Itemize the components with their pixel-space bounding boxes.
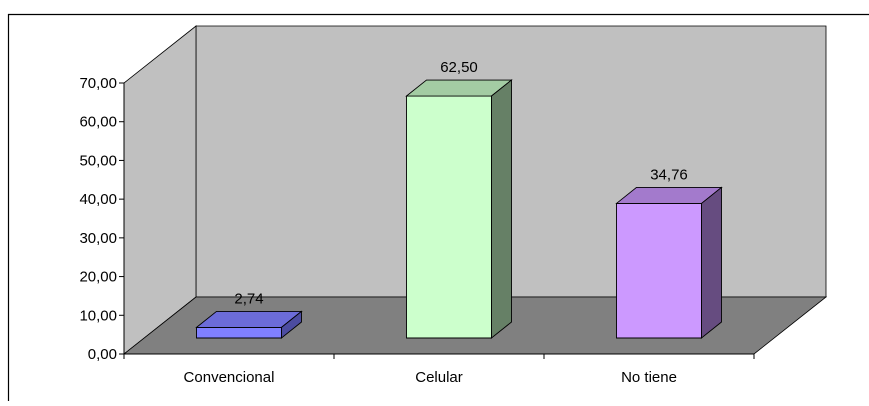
bar-front: [406, 95, 492, 339]
y-tick-label: 0,00: [88, 346, 117, 363]
y-tick-label: 40,00: [79, 191, 117, 208]
bar-side: [701, 186, 722, 339]
bar-celular: [405, 79, 513, 339]
y-axis: 0,00 10,00 20,00 30,00 40,00 50,00 60,00 70,00: [79, 75, 125, 363]
data-label: 2,74: [234, 290, 263, 307]
bar-no-tiene: [615, 186, 723, 339]
bar-side: [281, 310, 302, 339]
bar-side: [491, 79, 512, 339]
y-tick-label: 70,00: [79, 75, 117, 92]
bar-front: [196, 326, 282, 339]
y-tick-label: 30,00: [79, 230, 117, 247]
y-tick-label: 20,00: [79, 269, 117, 286]
bar-front: [616, 202, 702, 339]
x-category-label: No tiene: [621, 369, 677, 386]
y-tick-label: 60,00: [79, 114, 117, 131]
data-label: 62,50: [440, 59, 478, 76]
x-category-label: Celular: [415, 369, 463, 386]
y-tick-label: 50,00: [79, 152, 117, 169]
x-category-label: Convencional: [184, 369, 275, 386]
side-wall: [123, 25, 197, 355]
bar-convencional: [195, 310, 303, 339]
data-labels: 2,74 62,50 34,76: [234, 59, 687, 307]
x-axis: Convencional Celular No tiene: [123, 353, 755, 386]
y-tick-label: 10,00: [79, 307, 117, 324]
data-label: 34,76: [650, 166, 688, 183]
bars: [195, 79, 723, 339]
